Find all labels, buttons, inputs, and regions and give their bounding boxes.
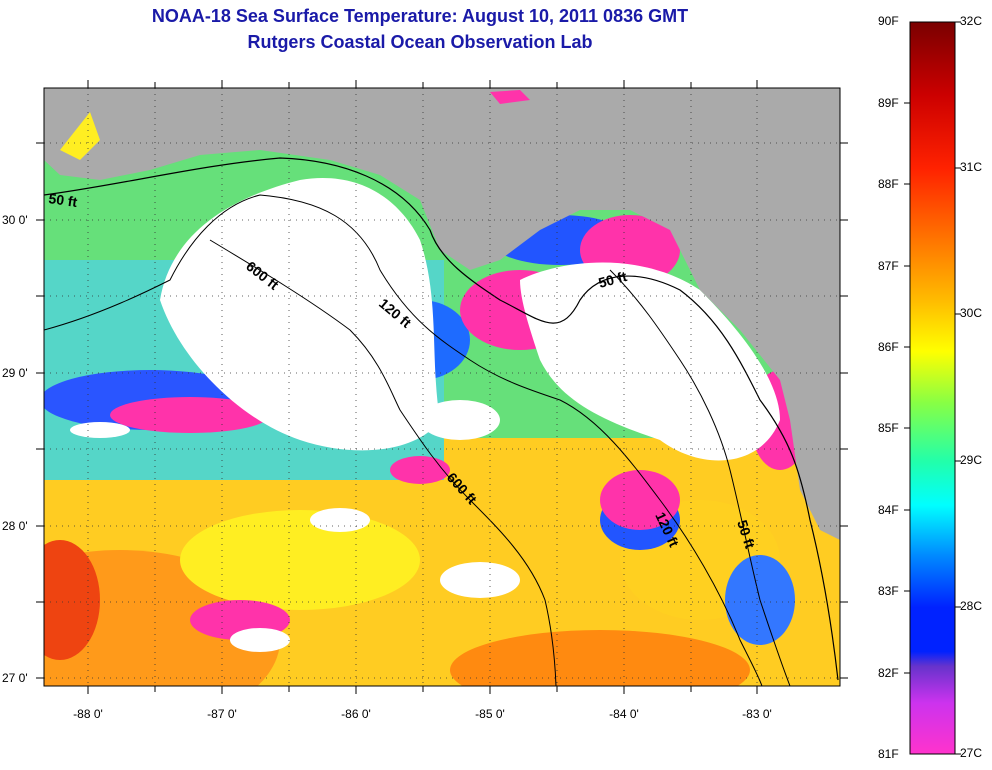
colorbar-label-90f: 90F [878,14,899,28]
colorbar-ticks [904,21,961,755]
colorbar-label-87f: 87F [878,259,899,273]
lon-label-87: -87 0' [207,707,237,721]
sst-field: 50 ft 600 ft 120 ft 50 ft 600 ft 120 ft … [44,88,840,686]
colorbar-label-82f: 82F [878,666,899,680]
graticule [44,88,840,686]
lon-label-83: -83 0' [742,707,772,721]
colorbar-label-85f: 85F [878,421,899,435]
lon-label-84: -84 0' [609,707,639,721]
title-line-1: NOAA-18 Sea Surface Temperature: August … [151,6,689,26]
lat-label-28: 28 0' [2,519,28,533]
colorbar-label-83f: 83F [878,584,899,598]
colorbar-label-28c: 28C [960,599,983,613]
axis-ticks [36,80,848,694]
map-frame [43,87,841,687]
lat-label-27: 27 0' [2,671,28,685]
contour-label-50ft-east: 50 ft [597,268,629,291]
colorbar-label-31c: 31C [960,160,983,174]
lon-label-86: -86 0' [341,707,371,721]
colorbar-label-84f: 84F [878,503,899,517]
colorbar-label-30c: 30C [960,306,983,320]
lon-label-85: -85 0' [475,707,505,721]
title-line-2: Rutgers Coastal Ocean Observation Lab [247,32,593,52]
lon-label-88: -88 0' [73,707,103,721]
colorbar [909,21,956,755]
lat-label-29: 29 0' [2,366,28,380]
colorbar-label-27c: 27C [960,746,983,760]
colorbar-label-88f: 88F [878,177,899,191]
colorbar-label-81f: 81F [878,747,899,761]
lat-label-30: 30 0' [2,213,28,227]
colorbar-label-29c: 29C [960,453,983,467]
colorbar-label-89f: 89F [878,96,899,110]
colorbar-label-32c: 32C [960,14,983,28]
contour-label-50ft-west: 50 ft [48,190,79,210]
colorbar-label-86f: 86F [878,340,899,354]
